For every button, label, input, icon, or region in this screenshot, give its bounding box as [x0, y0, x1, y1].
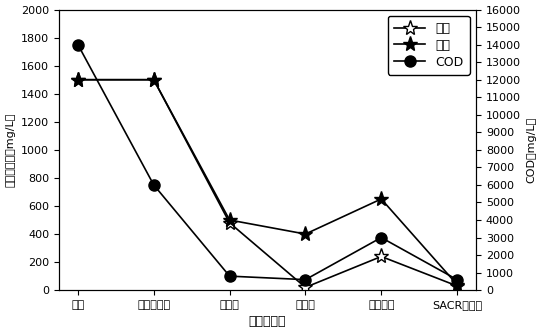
- 氨氮: [302, 285, 308, 289]
- Legend: 氨氮, 总氮, COD: 氨氮, 总氮, COD: [388, 16, 470, 75]
- COD: [151, 183, 157, 187]
- COD: [227, 274, 233, 278]
- 氨氮: [75, 78, 81, 82]
- X-axis label: 工艺段出水: 工艺段出水: [249, 315, 286, 328]
- 氨氮: [378, 255, 384, 259]
- COD: [302, 278, 308, 282]
- 总氮: [378, 197, 384, 201]
- 总氮: [75, 78, 81, 82]
- Line: 氨氮: 氨氮: [70, 72, 464, 295]
- Y-axis label: COD（mg/L）: COD（mg/L）: [526, 117, 537, 183]
- Y-axis label: 氨氮和总氮（mg/L）: 氨氮和总氮（mg/L）: [5, 113, 16, 187]
- 总氮: [151, 78, 157, 82]
- 氨氮: [151, 78, 157, 82]
- Line: 总氮: 总氮: [70, 72, 464, 292]
- 氨氮: [227, 221, 233, 225]
- 总氮: [302, 232, 308, 236]
- 总氮: [454, 283, 460, 287]
- 氨氮: [454, 284, 460, 288]
- COD: [378, 235, 384, 239]
- Line: COD: COD: [73, 39, 463, 285]
- COD: [454, 278, 460, 282]
- COD: [75, 43, 81, 47]
- 总氮: [227, 218, 233, 222]
